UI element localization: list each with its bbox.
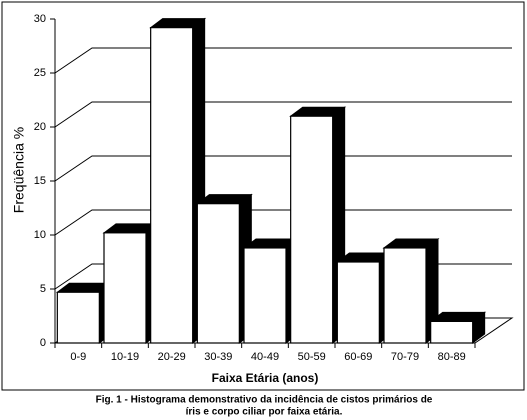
y-tick-label: 25 — [34, 67, 46, 79]
bar — [336, 261, 380, 344]
frame — [1, 1, 525, 391]
x-tick-label: 40-49 — [251, 351, 279, 363]
caption: íris e corpo ciliar por faixa etária. — [186, 407, 343, 418]
caption: Fig. 1 - Histograma demonstrativo da inc… — [96, 395, 433, 406]
grid-line — [54, 101, 512, 128]
y-axis-label: Freqüência % — [11, 127, 27, 213]
x-tick-label: 10-19 — [111, 351, 139, 363]
x-tick-label: 60-69 — [344, 351, 372, 363]
x-axis-label: Faixa Etária (anos) — [212, 371, 319, 385]
bar — [430, 320, 474, 344]
x-tick-label: 50-59 — [298, 351, 326, 363]
y-tick-label: 20 — [34, 121, 46, 133]
grid-line — [54, 155, 512, 182]
bar — [196, 203, 240, 344]
y-tick-label: 5 — [40, 283, 46, 295]
x-tick-label: 0-9 — [70, 351, 86, 363]
x-tick-label: 30-39 — [204, 351, 232, 363]
x-tick-label: 80-89 — [438, 351, 466, 363]
bar — [56, 291, 100, 344]
y-tick-label: 30 — [34, 13, 46, 25]
y-tick-label: 15 — [34, 175, 46, 187]
bar — [383, 247, 427, 344]
y-tick-label: 10 — [34, 229, 46, 241]
x-tick-label: 70-79 — [391, 351, 419, 363]
bar — [243, 247, 287, 344]
bar — [103, 232, 147, 344]
grid-line — [54, 47, 512, 74]
bar — [150, 27, 194, 344]
y-tick-label: 0 — [40, 337, 46, 349]
grid-line — [54, 209, 512, 236]
bar — [290, 115, 334, 344]
x-tick-label: 20-29 — [158, 351, 186, 363]
